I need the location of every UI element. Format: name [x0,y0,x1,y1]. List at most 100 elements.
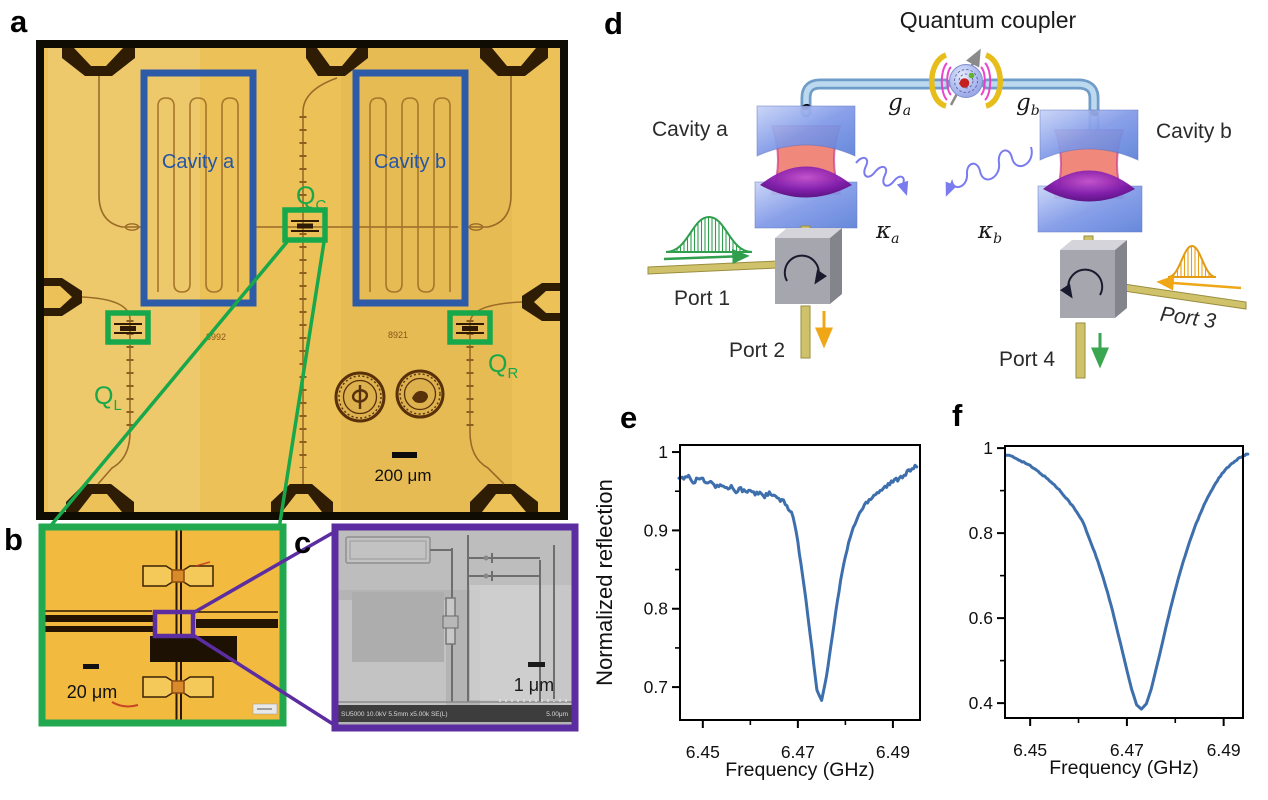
scale-bar-c [528,662,545,667]
cavity-b-label: Cavity b [374,151,446,173]
y-tick-label: 0.8 [644,599,668,619]
nucleus-dot [959,78,970,88]
port-1-label: Port 1 [674,287,730,310]
panels-abc-graphic: Cavity a Cavity b QC QL QR 8992 8921 [36,40,579,732]
port-2-label: Port 2 [729,339,785,362]
y-tick-label: 1 [658,442,668,462]
chip-airbridges [126,116,474,468]
x-tick-label: 6.47 [781,742,815,762]
panel-label-e: e [620,400,638,435]
chart-panel-f: 6.45 6.47 6.49 1 0.8 0.6 0.4 Frequency (GHz) [930,398,1268,795]
x-tick-label: 6.49 [876,742,910,762]
reflection-curve [1004,452,1250,711]
y-tick-label: 0.8 [969,523,993,543]
y-axis-label: Normalized reflection [596,479,617,686]
chip-photo-frame [36,40,568,520]
circulator-a-arrow [783,254,828,285]
cavity-b-lens [1043,170,1135,202]
electron-dot [968,72,975,79]
panel-label-b: b [4,522,23,557]
x-axis-label: Frequency (GHz) [725,759,875,781]
cavity-a-label-d: Cavity a [652,118,728,141]
qubit-boxes [105,207,493,345]
coupling-waveguides [800,78,1100,134]
circulator-a [775,228,842,304]
junction-pads-b [142,565,214,698]
chip-launch-pads [44,48,560,512]
panel-a-chip-micrograph: Cavity a Cavity b QC QL QR 8992 8921 [36,40,568,520]
sem-info-bar [338,705,572,722]
chip-id-right: 8921 [388,330,408,340]
qubit-qr-box [447,310,493,345]
chart-svg-e: 6.45 6.47 6.49 1 0.9 0.8 0.7 Frequency (GHz) Nor… [592,442,921,781]
kappa-b-label: κb [977,218,1002,247]
circulator-b [1059,240,1127,318]
reflection-curve [677,463,919,702]
zoom-leader-lines-green [46,240,326,531]
kappa-b-decay-arrow [945,146,1033,197]
cavity-a-lens [760,166,852,198]
input-arrow-port3 [1156,275,1242,291]
quantum-coupler-atom [929,48,1003,109]
cavity-b-label-d: Cavity b [1156,120,1232,143]
x-tick-label: 6.49 [1207,740,1241,760]
panel-c-sem: 1 μm SU5000 10.0kV 5.5mm x5.00k SE(L) 5.… [331,523,579,732]
plot-box [679,444,921,721]
y-tick-label: 0.9 [644,520,668,540]
y-tick-label: 0.4 [969,693,994,713]
coupling-ga-label: ga [888,90,911,119]
cavity-a-3d [754,105,858,229]
scale-bar-c-label: 1 μm [514,675,554,695]
cavity-a-box [140,69,257,307]
circulator-b-arrow [1059,268,1104,299]
panel-d-schematic: Quantum coupler ga gb [647,7,1247,379]
x-tick-label: 6.45 [1013,740,1047,760]
panel-d-title: Quantum coupler [900,7,1077,33]
cavity-a-label: Cavity a [162,151,235,173]
chip-id-left: 8992 [206,332,226,342]
input-pulse-orange [1167,244,1217,278]
scale-bar-b-label: 20 μm [67,682,117,702]
panel-c-border [331,523,579,732]
port-3-label: Port 3 [1159,303,1218,334]
qubit-ql-label: QL [94,382,122,414]
mirror-bracket-left [929,52,948,109]
qubit-qc-box [282,207,328,243]
port-4-label: Port 4 [999,348,1055,371]
kappa-a-decay-arrow [855,156,909,196]
qubit-qc-label: QC [296,182,326,214]
scale-bar-b [83,664,99,669]
qubit-ql-box [105,310,151,345]
x-tick-label: 6.45 [686,742,720,762]
scale-bar-a [392,452,417,458]
mirror-bracket-right [984,52,1003,109]
sem-info-text: SU5000 10.0kV 5.5mm x5.00k SE(L) [341,711,448,718]
panel-label-a: a [10,4,28,39]
y-tick-label: 0.7 [644,677,668,697]
plot-box [1004,445,1244,719]
cavity-a-meander [157,97,239,293]
y-tick-label: 0.6 [969,608,993,628]
zoom-box-purple [152,609,196,639]
qubit-qr-label: QR [488,350,518,382]
panel-label-f: f [952,398,963,433]
y-tick-label: 1 [983,438,993,458]
coupling-gb-label: gb [1016,90,1040,119]
chart-panel-e: 6.45 6.47 6.49 1 0.9 0.8 0.7 Frequency (GHz) Nor… [592,398,942,795]
panel-b-border [38,523,287,727]
kappa-a-label: κa [875,218,899,247]
x-axis-label: Frequency (GHz) [1049,757,1199,779]
panel-b-micrograph: 20 μm [38,523,287,727]
chart-svg-f: 6.45 6.47 6.49 1 0.8 0.6 0.4 Frequency (GHz) [969,438,1250,779]
panel-label-d: d [604,6,623,41]
logo-seal-right [395,369,445,419]
logo-seal-left [334,371,386,423]
scale-bar-a-label: 200 μm [374,466,431,485]
x-tick-label: 6.47 [1110,740,1144,760]
sem-scale-text: 5.00μm [546,711,568,718]
panel-label-c: c [294,525,312,560]
cavity-b-box [352,69,469,307]
cavity-b-3d [1037,109,1143,233]
zoom-leader-lines-purple [192,529,337,728]
input-arrow-port1 [663,249,750,264]
